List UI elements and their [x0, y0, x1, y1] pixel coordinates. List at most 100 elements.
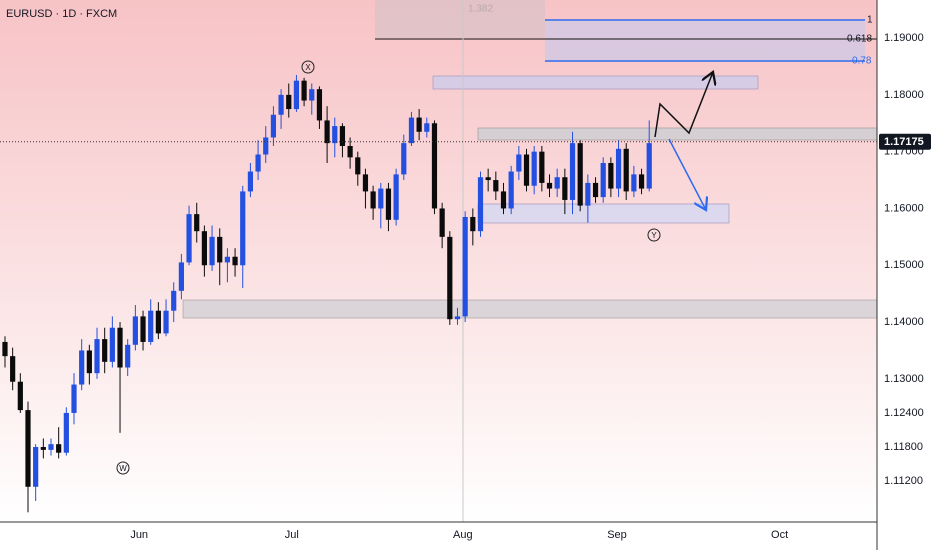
candle-body	[86, 350, 92, 374]
fib-label: 1	[867, 15, 873, 26]
x-tick-label: Oct	[771, 529, 788, 541]
candle-body	[178, 262, 184, 291]
candle-body	[10, 356, 16, 382]
wave-label: W	[119, 464, 127, 473]
candle-body	[531, 151, 537, 186]
candle-body	[431, 123, 438, 209]
candle-body	[301, 80, 307, 101]
y-tick-label: 1.15000	[884, 259, 924, 271]
candle-body	[316, 89, 323, 121]
x-tick-label: Aug	[453, 529, 473, 541]
candles	[0, 74, 877, 513]
candle-body	[186, 214, 192, 263]
candle-body	[324, 120, 330, 144]
candle-body	[163, 310, 169, 334]
candle-body	[17, 381, 23, 411]
candle-body	[454, 316, 461, 320]
candle-body	[424, 123, 430, 132]
demand-zone	[477, 203, 730, 224]
bear-path	[668, 138, 706, 210]
candle-body	[631, 174, 637, 192]
wave-label: X	[305, 63, 311, 72]
chart-title: EURUSD · 1D · FXCM	[6, 8, 117, 20]
fib-label: 0.618	[847, 34, 872, 45]
candle-body	[217, 236, 223, 263]
candle-body	[33, 447, 39, 487]
wave-marker	[647, 228, 661, 242]
candle-body	[132, 316, 138, 345]
candle-body	[638, 174, 645, 189]
candle-body	[585, 182, 591, 206]
fib-label: 1.382	[468, 4, 493, 15]
y-tick-label: 1.12400	[884, 407, 924, 419]
candle-body	[462, 216, 468, 317]
candle-body	[263, 137, 269, 155]
candle-body	[577, 143, 583, 206]
candle-body	[286, 94, 292, 110]
candle-body	[447, 236, 453, 320]
time-axis	[0, 522, 877, 550]
x-tick-label: Jun	[130, 529, 148, 541]
candle-body	[63, 412, 69, 453]
candle-body	[370, 191, 376, 209]
bull-path	[654, 72, 713, 138]
candle-body	[416, 117, 422, 132]
candle-body	[240, 191, 246, 266]
price-axis	[877, 0, 932, 550]
last-price-box	[879, 133, 931, 150]
candle-body	[378, 188, 384, 209]
candle-body	[562, 177, 568, 200]
candle-body	[40, 447, 46, 450]
candle-body	[332, 126, 338, 144]
candle-body	[646, 143, 652, 189]
candle-body	[355, 157, 361, 175]
candle-body	[194, 214, 200, 232]
candle-body	[539, 151, 545, 183]
candle-body	[500, 191, 507, 209]
y-tick-label: 1.18000	[884, 89, 924, 101]
candle-body	[102, 339, 108, 362]
candle-body	[339, 126, 346, 146]
last-price-label: 1.17175	[884, 136, 924, 148]
candle-body	[255, 154, 261, 172]
candle-body	[2, 341, 8, 357]
candle-body	[347, 145, 353, 158]
candle-body	[201, 231, 207, 266]
candle-body	[56, 444, 62, 453]
fib-label: 0.78	[852, 56, 872, 67]
resistance-zone	[477, 127, 878, 141]
candle-body	[94, 339, 100, 374]
y-tick-label: 1.11200	[884, 475, 923, 487]
candle-body	[477, 177, 484, 232]
candle-body	[523, 154, 530, 186]
candle-body	[125, 344, 131, 368]
wave-label: Y	[651, 231, 657, 240]
candle-body	[48, 444, 54, 450]
y-tick-label: 1.13000	[884, 373, 924, 385]
candle-body	[615, 148, 622, 189]
candle-body	[470, 216, 476, 232]
candle-body	[608, 163, 614, 189]
candle-body	[155, 310, 161, 334]
axes: 1.190001.180001.170001.160001.150001.140…	[130, 32, 931, 541]
candle-body	[140, 316, 146, 342]
y-tick-label: 1.11800	[884, 441, 923, 453]
candle-body	[109, 327, 115, 362]
candle-body	[623, 148, 629, 192]
candle-body	[393, 174, 399, 220]
y-tick-label: 1.19000	[884, 32, 924, 44]
candle-body	[516, 154, 522, 172]
wave-marker	[116, 461, 130, 475]
supply-zone	[432, 75, 759, 90]
candle-body	[278, 94, 284, 115]
candle-body	[439, 208, 445, 237]
candle-body	[554, 177, 560, 189]
candle-body	[79, 350, 85, 385]
candle-body	[493, 180, 499, 192]
candle-body	[293, 80, 300, 110]
candle-body	[148, 310, 154, 342]
candle-body	[270, 114, 277, 138]
candle-body	[232, 256, 238, 266]
fib-zone	[375, 0, 545, 38]
x-tick-label: Jul	[285, 529, 299, 541]
